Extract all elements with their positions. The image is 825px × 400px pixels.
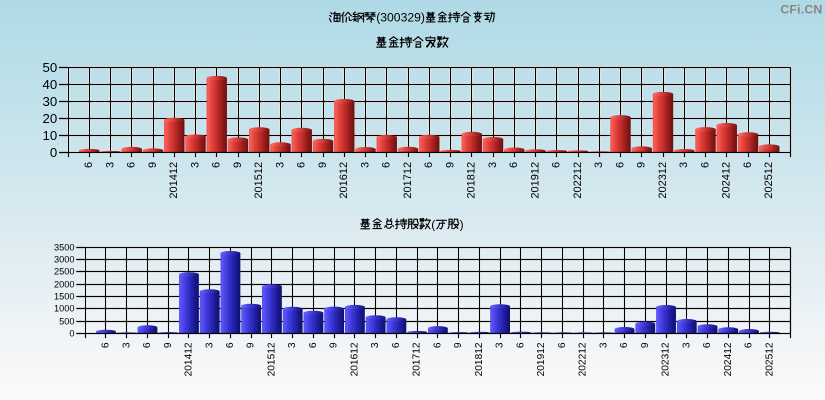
svg-text:6: 6 xyxy=(508,162,520,168)
svg-text:1500: 1500 xyxy=(54,292,74,302)
svg-text:6: 6 xyxy=(423,162,435,168)
svg-text:CFi.CN: CFi.CN xyxy=(780,3,822,17)
svg-text:3: 3 xyxy=(204,342,215,348)
svg-text:9: 9 xyxy=(317,162,329,168)
svg-text:202512: 202512 xyxy=(764,342,775,376)
svg-text:9: 9 xyxy=(640,342,651,348)
svg-text:6: 6 xyxy=(126,162,138,168)
svg-text:6: 6 xyxy=(619,342,630,348)
svg-text:6: 6 xyxy=(308,342,319,348)
svg-text:3: 3 xyxy=(189,162,201,168)
svg-text:9: 9 xyxy=(444,162,456,168)
svg-text:3: 3 xyxy=(370,342,381,348)
svg-text:202212: 202212 xyxy=(578,342,589,376)
svg-text:6: 6 xyxy=(742,162,754,168)
svg-text:6: 6 xyxy=(381,162,393,168)
svg-text:6: 6 xyxy=(614,162,626,168)
svg-text:0: 0 xyxy=(50,145,57,160)
svg-text:6: 6 xyxy=(702,342,713,348)
svg-text:2000: 2000 xyxy=(54,280,74,290)
svg-text:6: 6 xyxy=(744,342,755,348)
svg-text:6: 6 xyxy=(211,162,223,168)
svg-text:201512: 201512 xyxy=(266,342,277,376)
svg-text:201412: 201412 xyxy=(184,342,195,376)
svg-text:9: 9 xyxy=(636,162,648,168)
svg-text:30: 30 xyxy=(43,94,58,109)
svg-text:6: 6 xyxy=(557,342,568,348)
svg-text:3: 3 xyxy=(495,342,506,348)
svg-text:6: 6 xyxy=(551,162,563,168)
svg-text:3: 3 xyxy=(274,162,286,168)
svg-text:3000: 3000 xyxy=(54,255,74,265)
svg-text:3: 3 xyxy=(104,162,116,168)
svg-text:9: 9 xyxy=(147,162,159,168)
svg-text:6: 6 xyxy=(296,162,308,168)
svg-text:202312: 202312 xyxy=(661,342,672,376)
svg-text:1000: 1000 xyxy=(54,304,74,314)
svg-text:6: 6 xyxy=(225,342,236,348)
svg-text:10: 10 xyxy=(43,128,58,143)
svg-text:9: 9 xyxy=(163,342,174,348)
svg-text:201712: 201712 xyxy=(412,342,423,376)
svg-text:3: 3 xyxy=(598,342,609,348)
svg-text:6: 6 xyxy=(391,342,402,348)
svg-text:201412: 201412 xyxy=(168,162,180,199)
svg-text:201912: 201912 xyxy=(529,162,541,199)
svg-text:3: 3 xyxy=(359,162,371,168)
svg-text:201612: 201612 xyxy=(349,342,360,376)
svg-text:6: 6 xyxy=(699,162,711,168)
svg-text:0: 0 xyxy=(69,329,74,339)
svg-text:3: 3 xyxy=(121,342,132,348)
svg-text:6: 6 xyxy=(142,342,153,348)
svg-text:3: 3 xyxy=(487,162,499,168)
svg-text:9: 9 xyxy=(453,342,464,348)
svg-text:202212: 202212 xyxy=(572,162,584,199)
svg-text:202312: 202312 xyxy=(657,162,669,199)
svg-text:(: ( xyxy=(431,217,435,231)
svg-text:3: 3 xyxy=(681,342,692,348)
svg-text:2500: 2500 xyxy=(54,267,74,277)
svg-text:50: 50 xyxy=(43,60,58,75)
svg-text:20: 20 xyxy=(43,111,58,126)
svg-text:201812: 201812 xyxy=(474,342,485,376)
svg-text:3: 3 xyxy=(287,342,298,348)
svg-text:202412: 202412 xyxy=(721,162,733,199)
svg-text:6: 6 xyxy=(515,342,526,348)
svg-text:9: 9 xyxy=(246,342,257,348)
svg-text:9: 9 xyxy=(329,342,340,348)
svg-text:6: 6 xyxy=(101,342,112,348)
svg-text:201512: 201512 xyxy=(253,162,265,199)
svg-text:201812: 201812 xyxy=(466,162,478,199)
svg-text:6: 6 xyxy=(83,162,95,168)
svg-text:3: 3 xyxy=(593,162,605,168)
svg-text:3: 3 xyxy=(678,162,690,168)
svg-text:6: 6 xyxy=(432,342,443,348)
svg-text:201612: 201612 xyxy=(338,162,350,199)
svg-text:): ) xyxy=(460,217,464,231)
svg-text:201712: 201712 xyxy=(402,162,414,199)
svg-text:202412: 202412 xyxy=(723,342,734,376)
svg-text:(300329): (300329) xyxy=(376,10,425,24)
svg-text:202512: 202512 xyxy=(763,162,775,199)
svg-text:9: 9 xyxy=(232,162,244,168)
svg-text:40: 40 xyxy=(43,77,58,92)
svg-text:500: 500 xyxy=(59,317,74,327)
svg-text:3500: 3500 xyxy=(54,243,74,253)
svg-text:201912: 201912 xyxy=(536,342,547,376)
